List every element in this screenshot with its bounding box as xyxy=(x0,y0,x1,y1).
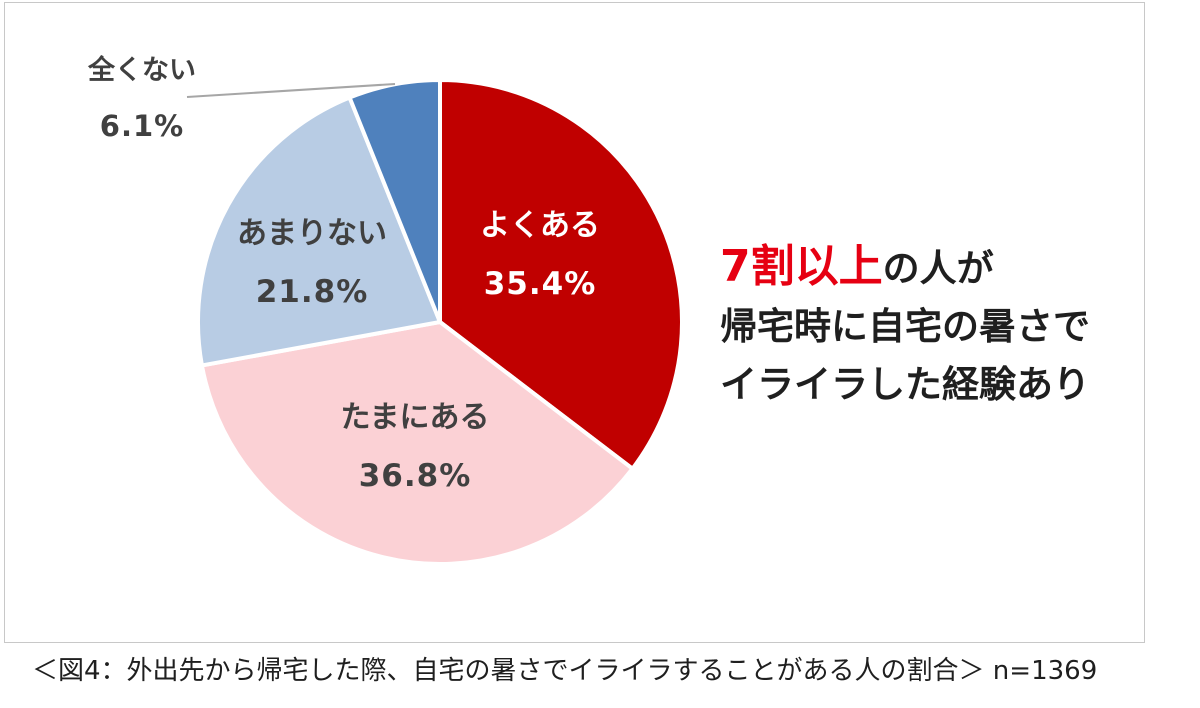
callout-line-3: イライラした経験あり xyxy=(720,363,1090,406)
slice-label: よくある xyxy=(480,208,600,243)
slice-label: 全くない xyxy=(88,55,196,86)
label-amari-nai: あまりない 21.8% xyxy=(212,208,412,310)
pie-slice-0 xyxy=(438,78,684,471)
slice-label: あまりない xyxy=(237,216,387,251)
pie-slice-2 xyxy=(196,95,442,368)
label-tamani-aru: たまにある 36.8% xyxy=(310,392,520,494)
slice-value: 21.8% xyxy=(255,274,369,310)
slice-value: 35.4% xyxy=(483,266,597,302)
label-mattaku-nai: 全くない 6.1% xyxy=(62,48,222,143)
slice-label: たまにある xyxy=(340,400,490,435)
figure-caption: ＜図4：外出先から帰宅した際、自宅の暑さでイライラすることがある人の割合＞ n=… xyxy=(32,656,1098,686)
callout-highlight: 7割以上 xyxy=(720,241,883,292)
callout-line-1-rest: の人が xyxy=(882,247,994,290)
pie-slice-1 xyxy=(199,320,635,566)
slice-value: 6.1% xyxy=(99,109,185,143)
leader-line xyxy=(186,83,396,98)
slice-value: 36.8% xyxy=(358,458,472,494)
label-yoku-aru: よくある 35.4% xyxy=(440,200,640,302)
callout-line-2: 帰宅時に自宅の暑さで xyxy=(720,305,1090,348)
callout-line-1: 7割以上の人が xyxy=(720,238,1090,298)
summary-callout: 7割以上の人が 帰宅時に自宅の暑さで イライラした経験あり xyxy=(720,238,1090,414)
